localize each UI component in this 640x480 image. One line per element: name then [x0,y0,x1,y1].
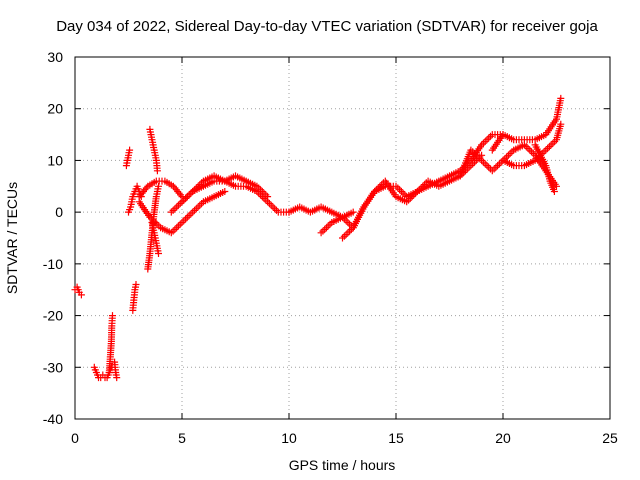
x-tick-label: 5 [178,430,186,446]
y-tick-label: 10 [47,152,63,168]
y-tick-label: -40 [43,411,63,427]
y-axis-title: SDTVAR / TECUs [4,182,20,294]
x-tick-label: 20 [495,430,511,446]
series-seg-u [531,141,558,195]
series-seg-l [135,188,229,237]
series-seg-c [105,312,116,376]
data-point-marker [488,94,565,154]
data-point-marker [71,283,85,299]
x-tick-label: 15 [388,430,404,446]
data-point-marker [111,358,121,382]
y-tick-label: -30 [43,359,63,375]
series-seg-f [125,182,145,216]
y-tick-label: 20 [47,101,63,117]
data-series [71,94,565,382]
series-seg-n [178,172,272,206]
data-point-marker [105,312,116,376]
series-seg-p [317,151,486,237]
series-seg-k [135,177,186,201]
x-axis-title: GPS time / hours [289,457,396,473]
chart-title: Day 034 of 2022, Sidereal Day-to-day VTE… [56,18,598,35]
data-point-marker [135,188,229,237]
x-tick-label: 0 [71,430,79,446]
y-tick-label: 0 [55,204,63,220]
series-seg-d [111,358,121,382]
y-tick-labels: -40 -30 -20 -10 0 10 20 30 [43,49,63,427]
y-tick-label: -10 [43,256,63,272]
series-seg-s [488,94,565,154]
series-seg-q [339,131,507,242]
data-point-marker [125,182,145,216]
data-point-marker [135,177,186,201]
data-point-marker [317,151,486,237]
grid-lines [75,57,610,419]
data-point-marker [146,125,161,175]
series-seg-i [146,125,161,175]
series-seg-a [71,283,85,299]
data-point-marker [178,172,272,206]
x-tick-labels: 0 5 10 15 20 25 [71,430,618,446]
axis-ticks [74,56,611,420]
series-seg-e [122,146,134,170]
plot-frame [74,56,611,420]
data-point-marker [339,131,507,242]
data-point-marker [531,141,558,195]
y-tick-label: 30 [47,49,63,65]
x-tick-label: 25 [602,430,618,446]
data-point-marker [122,146,134,170]
series-seg-g [129,281,140,314]
y-tick-label: -20 [43,308,63,324]
data-point-marker [129,281,140,314]
x-tick-label: 10 [281,430,297,446]
